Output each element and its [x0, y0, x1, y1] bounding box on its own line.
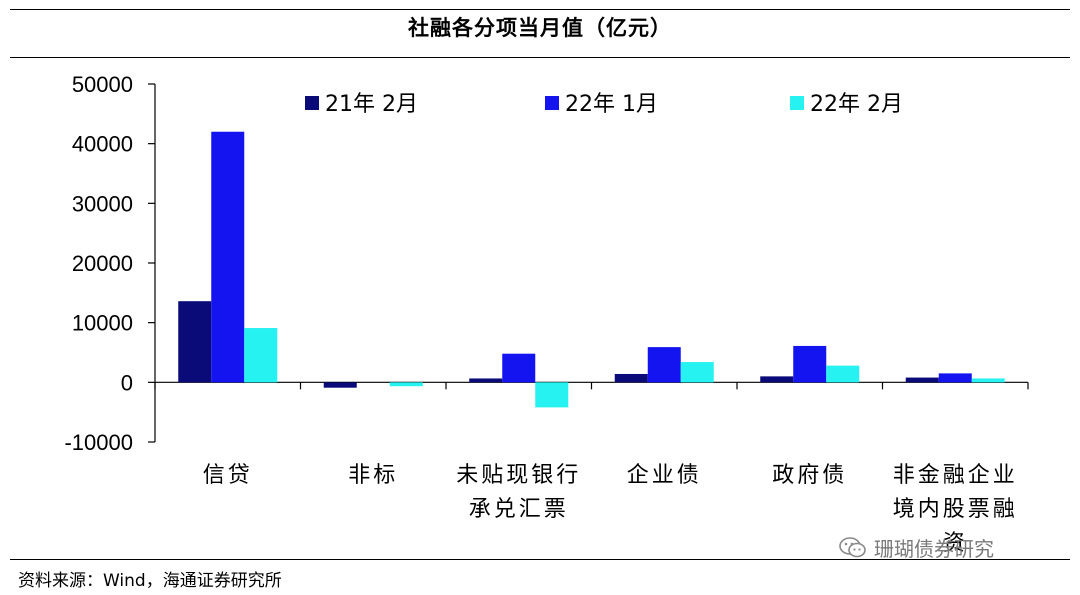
- y-tick-label: 50000: [72, 72, 133, 97]
- x-category-label: 未贴现银行: [456, 463, 581, 488]
- y-tick-label: 40000: [72, 132, 133, 157]
- x-category-label: 资: [943, 531, 968, 556]
- bar-2-0: [244, 328, 278, 383]
- wechat-icon: [839, 536, 866, 557]
- bar-0-2: [469, 378, 503, 383]
- watermark: 珊瑚债券研究: [838, 533, 994, 562]
- bar-1-4: [793, 345, 827, 383]
- title-rule: [10, 57, 1070, 58]
- bar-2-4: [826, 365, 860, 383]
- x-category-label: 承兑汇票: [469, 497, 569, 522]
- chart-title: 社融各分项当月值（亿元）: [408, 16, 672, 40]
- legend-swatch-1: [545, 96, 559, 110]
- bar-2-1: [389, 382, 423, 387]
- legend-swatch-2: [790, 96, 804, 110]
- y-tick-label: -10000: [64, 430, 133, 455]
- bar-2-2: [535, 382, 569, 408]
- x-category-label: 境内股票融: [893, 497, 1018, 522]
- bar-1-2: [502, 353, 536, 383]
- x-category-label: 非金融企业: [893, 463, 1018, 488]
- top-rule: [10, 9, 1070, 10]
- bar-2-3: [680, 362, 714, 383]
- bar-1-0: [211, 131, 245, 383]
- y-tick-label: 10000: [72, 311, 133, 336]
- x-category-label: 信贷: [203, 463, 253, 488]
- legend-label-0: 21年 2月: [325, 92, 418, 117]
- bar-chart: 50000 40000 30000 20000 10000 0 -10000 信贷 非标 未贴现银…: [64, 72, 1029, 556]
- bar-0-1: [323, 382, 357, 388]
- bar-0-3: [614, 373, 648, 383]
- legend-label-1: 22年 1月: [565, 92, 658, 117]
- x-category-label: 政府债: [772, 463, 847, 488]
- legend-label-2: 22年 2月: [810, 92, 903, 117]
- bar-0-0: [178, 301, 212, 383]
- watermark-text: 珊瑚债券研究: [874, 537, 994, 561]
- y-tick-label: 30000: [72, 191, 133, 216]
- x-category-label: 企业债: [627, 463, 702, 488]
- x-category-label: 非标: [348, 463, 398, 488]
- bar-1-3: [647, 347, 681, 383]
- y-tick-label: 0: [121, 370, 133, 395]
- bar-2-5: [971, 378, 1005, 383]
- y-tick-label: 20000: [72, 251, 133, 276]
- source-note: 资料来源：Wind，海通证券研究所: [18, 571, 282, 591]
- bar-1-5: [938, 373, 972, 383]
- bar-0-4: [760, 376, 794, 383]
- bottom-rule: [10, 559, 1070, 560]
- bar-0-5: [905, 377, 939, 383]
- legend-swatch-0: [305, 96, 319, 110]
